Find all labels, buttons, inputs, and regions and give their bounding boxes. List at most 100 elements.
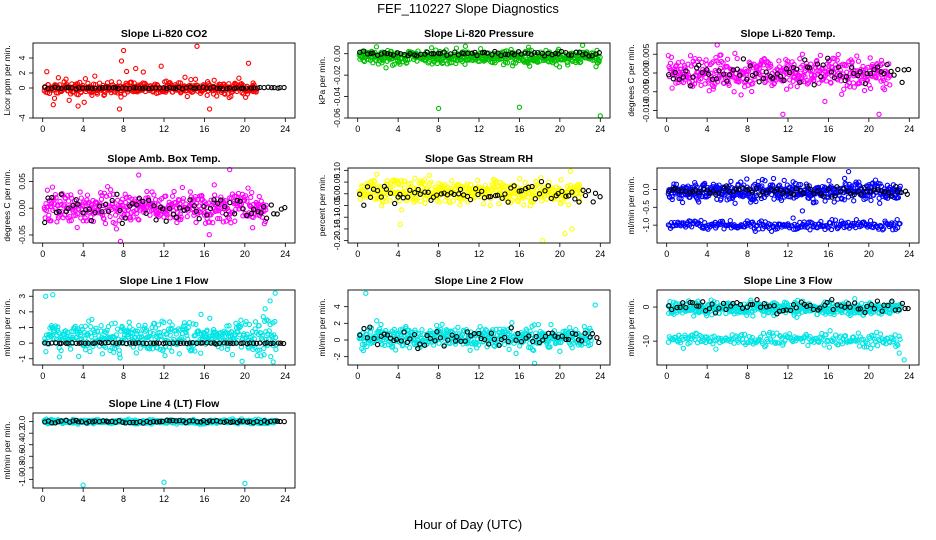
data-point — [732, 200, 738, 206]
data-point — [204, 92, 210, 98]
y-tick-label: 0.0 — [641, 183, 651, 195]
data-point — [102, 220, 109, 227]
data-point — [245, 185, 251, 191]
data-series — [665, 215, 903, 234]
data-point — [421, 182, 427, 188]
data-point — [867, 218, 874, 224]
data-point — [46, 212, 52, 218]
y-tick-label: -0.010 — [641, 98, 651, 122]
data-point — [474, 177, 481, 184]
x-tick-label: 16 — [514, 371, 524, 381]
data-point — [557, 348, 563, 354]
x-tick-label: 4 — [705, 249, 710, 259]
y-tick-label: -4 — [17, 114, 27, 122]
y-axis-label: percent per min. — [317, 175, 327, 236]
x-tick-label: 16 — [199, 249, 209, 259]
data-point — [210, 220, 216, 226]
x-tick-label: 16 — [199, 124, 209, 134]
data-point — [841, 86, 847, 92]
x-tick-label: 8 — [121, 249, 126, 259]
data-point — [184, 93, 190, 100]
data-point — [82, 215, 88, 221]
data-point — [68, 217, 74, 224]
data-point — [368, 178, 375, 185]
x-tick-label: 0 — [40, 249, 45, 259]
data-point — [867, 85, 874, 92]
y-tick-label: 0.00 — [332, 45, 342, 62]
data-point — [378, 321, 384, 328]
data-point — [255, 85, 261, 91]
data-point — [573, 49, 579, 55]
data-point — [565, 62, 571, 68]
data-point — [713, 76, 720, 82]
data-point — [449, 178, 455, 184]
x-tick-label: 4 — [81, 249, 86, 259]
data-point — [92, 209, 98, 216]
data-point — [63, 85, 70, 91]
data-point — [776, 58, 782, 64]
data-point — [724, 56, 731, 62]
data-point — [868, 197, 874, 204]
data-point — [170, 211, 176, 217]
data-point — [580, 52, 586, 58]
data-point — [453, 60, 459, 67]
x-tick-label: 4 — [396, 249, 401, 259]
data-point — [270, 359, 276, 365]
data-point — [566, 202, 572, 208]
data-point — [136, 322, 142, 329]
data-point — [767, 61, 774, 67]
data-point — [273, 346, 279, 353]
data-point — [173, 205, 179, 211]
data-point — [512, 60, 519, 66]
x-tick-label: 24 — [904, 249, 914, 259]
data-point — [110, 85, 117, 91]
data-point — [799, 208, 806, 214]
data-point — [214, 200, 221, 207]
data-series — [41, 182, 269, 238]
data-point — [369, 189, 376, 195]
data-point — [474, 52, 480, 59]
data-point — [166, 205, 173, 212]
data-point — [817, 52, 824, 59]
data-point — [173, 85, 179, 91]
data-point — [516, 176, 523, 182]
x-tick-label: 20 — [240, 249, 250, 259]
data-point — [706, 71, 712, 77]
data-point — [383, 65, 389, 71]
data-point — [851, 70, 857, 77]
data-point — [531, 50, 538, 56]
data-point — [192, 196, 198, 202]
chart-title: Slope Line 3 Flow — [744, 275, 834, 287]
data-point — [899, 79, 905, 86]
data-point — [224, 85, 230, 92]
data-point — [679, 59, 685, 65]
data-point — [716, 68, 722, 74]
data-point — [835, 64, 842, 70]
x-tick-label: 12 — [474, 124, 484, 134]
data-point — [260, 204, 267, 210]
data-point — [502, 51, 508, 57]
data-point — [455, 324, 461, 331]
data-point — [56, 354, 63, 360]
data-point — [797, 56, 803, 62]
data-point — [74, 224, 80, 231]
data-point — [118, 58, 125, 64]
data-point — [374, 318, 380, 324]
data-point — [455, 181, 461, 187]
data-point — [428, 45, 435, 51]
data-point — [89, 92, 95, 98]
x-tick-label: 24 — [595, 124, 605, 134]
data-point — [245, 60, 252, 66]
data-points — [665, 296, 911, 363]
data-point — [251, 82, 257, 88]
x-tick-label: 20 — [240, 124, 250, 134]
data-point — [404, 59, 410, 66]
data-point — [444, 61, 450, 67]
data-point — [193, 208, 199, 214]
data-point — [198, 311, 204, 318]
data-point — [577, 59, 583, 66]
data-point — [406, 345, 413, 351]
data-point — [422, 196, 429, 202]
